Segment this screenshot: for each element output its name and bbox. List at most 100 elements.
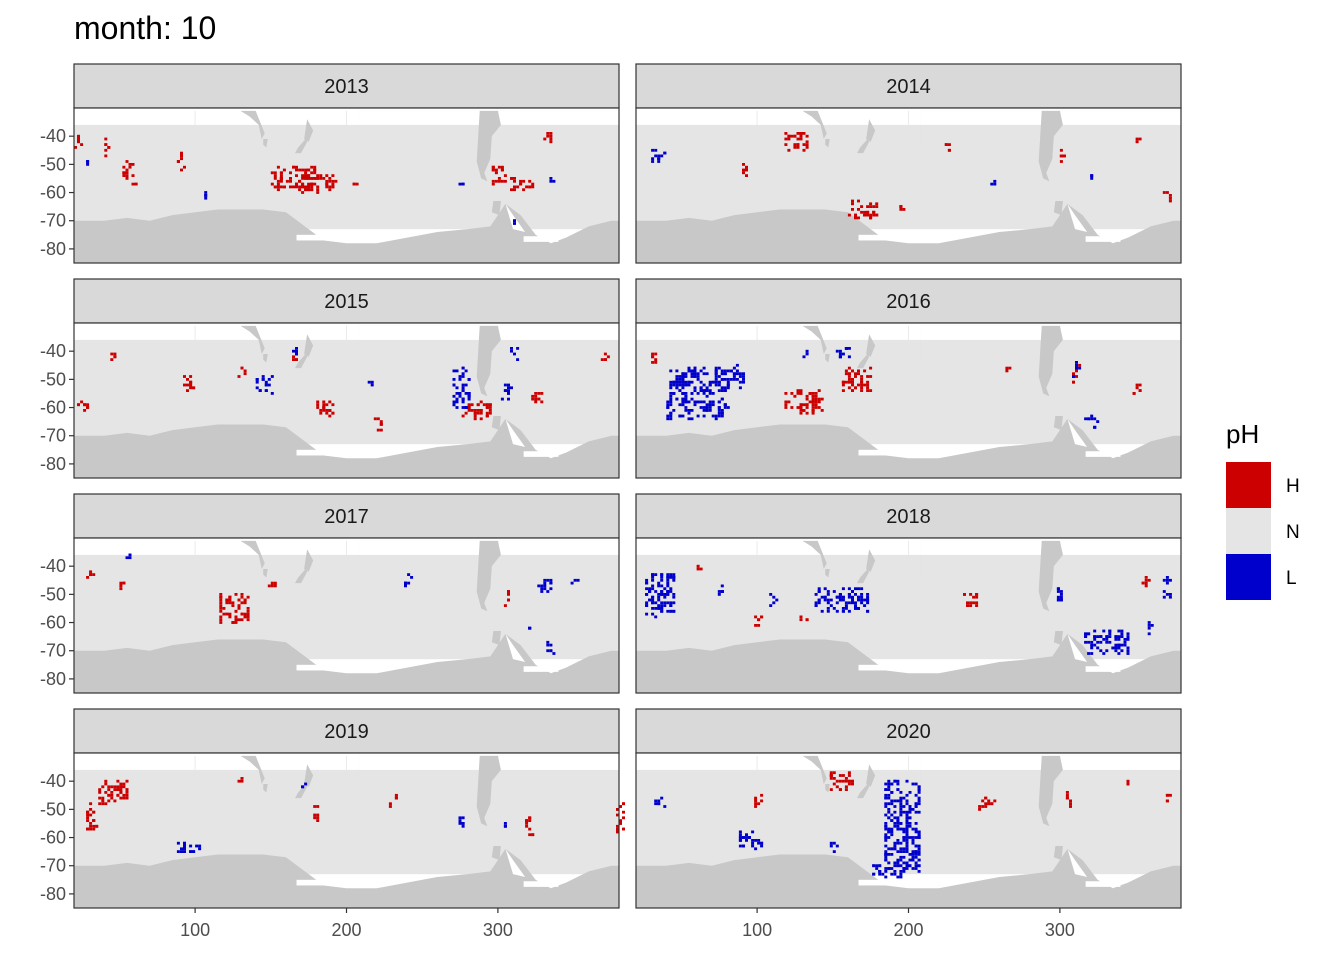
cell-high-ph (119, 581, 123, 585)
cell-low-ph (914, 827, 918, 831)
cell-low-ph (461, 389, 465, 392)
cell-low-ph (902, 805, 906, 808)
cell-high-ph (847, 375, 851, 378)
cell-high-ph (805, 397, 809, 401)
cell-low-ph (908, 864, 912, 868)
antarctic-peninsula-land (1053, 846, 1063, 861)
cell-high-ph (222, 607, 226, 610)
cell-low-ph (884, 833, 888, 837)
cell-low-ph (742, 836, 745, 839)
cell-high-ph (231, 601, 235, 605)
ross-shelf-gap (296, 449, 355, 456)
cell-low-ph (264, 380, 268, 384)
cell-low-ph (684, 372, 688, 376)
cell-low-ph (905, 793, 909, 797)
cell-low-ph (467, 394, 471, 398)
cell-low-ph (823, 587, 827, 591)
cell-high-ph (531, 833, 535, 837)
cell-high-ph (851, 202, 854, 206)
cell-low-ph (693, 389, 697, 392)
cell-low-ph (1093, 417, 1097, 421)
cell-high-ph (510, 188, 513, 192)
cell-high-ph (802, 409, 806, 412)
cell-high-ph (113, 785, 117, 789)
cell-high-ph (116, 793, 120, 797)
cell-high-ph (180, 157, 183, 161)
weddell-shelf-gap (1085, 236, 1121, 242)
cell-low-ph (705, 403, 709, 407)
cell-low-ph (546, 640, 550, 644)
cell-high-ph (899, 208, 903, 211)
cell-low-ph (657, 604, 661, 607)
cell-high-ph (219, 609, 223, 613)
cell-high-ph (122, 793, 126, 797)
cell-low-ph (887, 796, 891, 800)
cell-high-ph (847, 213, 851, 217)
cell-low-ph (195, 844, 199, 848)
cell-low-ph (540, 587, 544, 591)
cell-high-ph (86, 576, 90, 579)
cell-high-ph (817, 389, 821, 392)
cell-high-ph (304, 188, 308, 192)
cell-high-ph (616, 827, 619, 831)
cell-high-ph (282, 168, 286, 172)
cell-low-ph (884, 793, 888, 797)
cell-high-ph (240, 777, 244, 780)
cell-low-ph (1126, 635, 1130, 638)
cell-low-ph (645, 604, 649, 607)
cell-high-ph (122, 165, 126, 169)
new-zealand-south-land (295, 354, 308, 369)
cell-low-ph (917, 785, 921, 789)
cell-low-ph (645, 578, 649, 582)
antarctica-land (74, 848, 619, 908)
antarctic-peninsula-land (1053, 631, 1063, 646)
cell-low-ph (866, 598, 870, 602)
cell-low-ph (678, 414, 682, 418)
south-america-land (1038, 110, 1063, 182)
cell-high-ph (301, 185, 305, 189)
cell-high-ph (183, 165, 186, 169)
cell-low-ph (908, 858, 912, 862)
cell-high-ph (180, 168, 183, 172)
cell-high-ph (808, 392, 812, 395)
cell-low-ph (917, 847, 921, 851)
cell-high-ph (519, 182, 523, 186)
facet-strip-label: 2013 (324, 76, 369, 98)
cell-low-ph (461, 824, 465, 828)
cell-low-ph (711, 414, 715, 418)
cell-low-ph (723, 372, 727, 376)
cell-low-ph (1162, 578, 1166, 582)
cell-high-ph (869, 213, 873, 217)
cell-low-ph (693, 375, 697, 378)
cell-low-ph (917, 858, 921, 862)
cell-low-ph (654, 615, 658, 619)
cell-high-ph (92, 810, 96, 814)
facet-strip-label: 2020 (886, 721, 931, 743)
cell-low-ph (687, 409, 691, 412)
new-zealand-south-land (857, 784, 870, 799)
cell-low-ph (705, 389, 709, 392)
cell-low-ph (198, 844, 202, 848)
cell-low-ph (911, 836, 915, 839)
cell-high-ph (334, 179, 338, 183)
y-tick-label: -50 (40, 369, 66, 389)
new-zealand-north-land (304, 334, 314, 357)
cell-low-ph (851, 590, 854, 593)
australia-land (240, 110, 265, 139)
cell-high-ph (307, 174, 311, 177)
cell-low-ph (832, 590, 836, 593)
cell-low-ph (717, 409, 721, 412)
cell-high-ph (799, 618, 803, 622)
cell-high-ph (757, 802, 761, 806)
cell-high-ph (805, 143, 809, 146)
cell-low-ph (857, 607, 860, 610)
facet-strip (635, 708, 1182, 754)
y-tick-label: -80 (40, 454, 66, 474)
cell-low-ph (528, 626, 532, 630)
cell-high-ph (742, 168, 745, 172)
cell-high-ph (844, 788, 848, 791)
cell-low-ph (908, 822, 912, 825)
cell-low-ph (890, 872, 894, 876)
cell-low-ph (458, 816, 462, 820)
cell-low-ph (890, 853, 894, 856)
